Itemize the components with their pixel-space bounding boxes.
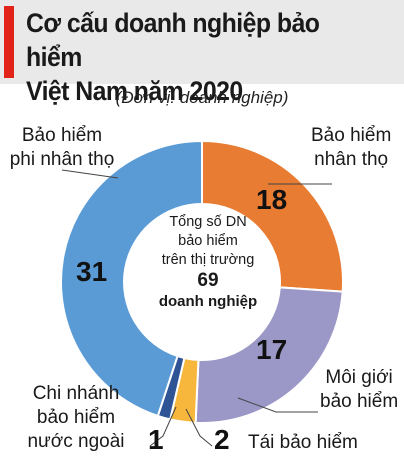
slice-label-chi-nhanh: Chi nhánh bảo hiểm nước ngoài <box>12 382 140 454</box>
leader-line-moi-gioi <box>237 397 318 413</box>
leader-line-chi-nhanh <box>149 406 177 447</box>
center-line-2: bảo hiểm <box>178 233 238 249</box>
donut-slice-phinhantho <box>60 139 203 418</box>
slice-value-phi-nhan-tho: 31 <box>76 256 108 287</box>
slice-label-tai-bao-hiem: Tái bảo hiểm <box>248 431 358 455</box>
donut-slice-nhantho <box>201 139 344 293</box>
donut-slice-moigioi <box>194 286 344 424</box>
slice-label-phi-nhan-tho-line-1: Bảo hiểm <box>21 125 103 146</box>
slice-label-nhan-tho: Bảo hiểm nhân thọ <box>311 124 391 172</box>
leader-lines <box>61 169 332 447</box>
center-line-1: Tổng số DN <box>169 214 247 230</box>
slice-label-chi-nhanh-line-1: Chi nhánh <box>32 383 120 404</box>
center-total-value: 69 <box>197 270 219 291</box>
donut-slices <box>60 139 344 424</box>
slice-label-tai-bao-hiem-line-1: Tái bảo hiểm <box>248 432 358 453</box>
leader-line-tai-bao-hiem <box>185 408 213 447</box>
slice-label-phi-nhan-tho: Bảo hiểm phi nhân thọ <box>2 124 122 172</box>
title-accent-bar <box>4 6 14 78</box>
slice-label-chi-nhanh-line-2: bảo hiểm <box>36 407 116 428</box>
slice-label-moi-gioi-line-1: Môi giới <box>325 367 393 388</box>
chart-title: Cơ cấu doanh nghiệp bảo hiểm Việt Nam nă… <box>26 6 366 108</box>
slice-value-moi-gioi: 17 <box>256 334 288 365</box>
leader-line-phi-nhan-tho <box>61 169 119 179</box>
slice-label-phi-nhan-tho-line-2: phi nhân thọ <box>9 149 115 170</box>
slice-value-chi-nhanh: 1 <box>148 424 164 455</box>
slice-value-tai-bao-hiem: 2 <box>214 424 230 455</box>
slice-value-nhan-tho: 18 <box>256 184 288 215</box>
slice-label-nhan-tho-line-2: nhân thọ <box>314 149 389 170</box>
slice-label-chi-nhanh-line-3: nước ngoài <box>27 431 125 452</box>
chart-subtitle: (Đơn vị: doanh nghiệp) <box>115 88 289 107</box>
chart-title-line-1: Cơ cấu doanh nghiệp bảo hiểm <box>26 8 320 72</box>
slice-label-nhan-tho-line-1: Bảo hiểm <box>311 125 392 146</box>
center-total-unit: doanh nghiệp <box>158 293 258 310</box>
center-line-3: trên thị trường <box>161 252 255 268</box>
center-total-label: Tổng số DN bảo hiểm trên thị trường 69 d… <box>148 213 268 311</box>
slice-label-moi-gioi-line-2: bảo hiểm <box>320 391 399 412</box>
chart-title-line-2: Việt Nam năm 2020 <box>26 76 243 106</box>
title-header: Cơ cấu doanh nghiệp bảo hiểm Việt Nam nă… <box>0 0 404 106</box>
slice-label-moi-gioi: Môi giới bảo hiểm <box>320 366 398 414</box>
